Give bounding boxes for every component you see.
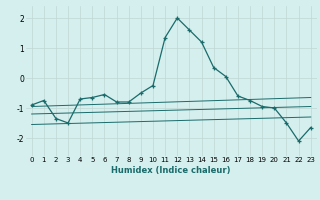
X-axis label: Humidex (Indice chaleur): Humidex (Indice chaleur) xyxy=(111,166,231,175)
